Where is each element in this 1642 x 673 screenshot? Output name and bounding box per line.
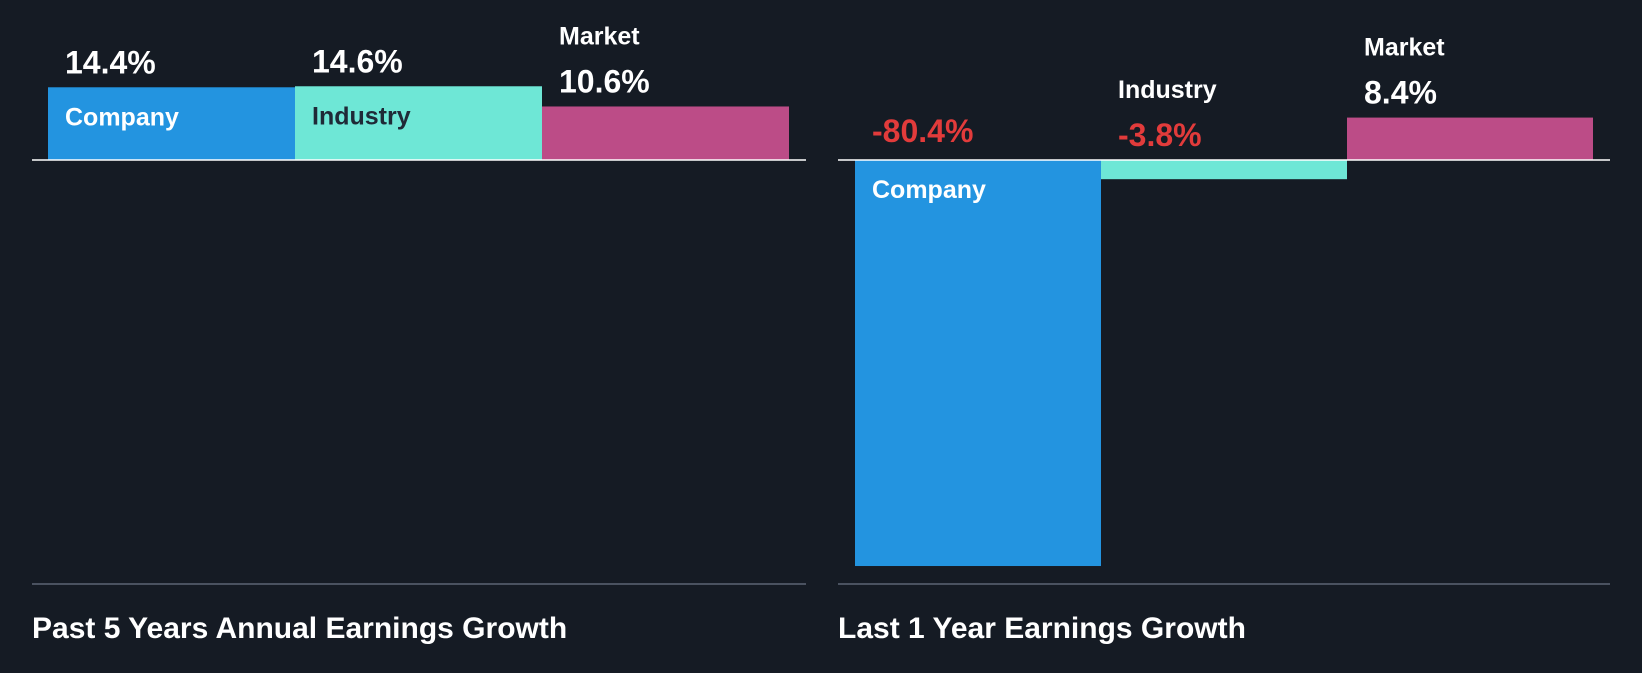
company-bar [855, 160, 1101, 567]
industry-bar [295, 86, 542, 160]
panel-bars: Company -80.4% Industry -3.8% Market 8.4% [855, 34, 1593, 567]
industry-bar [1101, 160, 1347, 180]
last-1-year-panel: Company -80.4% Industry -3.8% Market 8.4% Last… [838, 34, 1610, 645]
market-bar [1347, 117, 1593, 160]
chart-title: Last 1 Year Earnings Growth [838, 612, 1246, 645]
company-label: Company [65, 103, 179, 131]
market-bar [542, 106, 789, 160]
market-value-label: 10.6% [559, 63, 650, 99]
company-bar [48, 87, 295, 160]
chart-title: Past 5 Years Annual Earnings Growth [32, 612, 567, 645]
panel-bars: Company 14.4% Industry 14.6% Market 10.6% [48, 22, 789, 160]
industry-label: Industry [1118, 76, 1217, 104]
company-value-label: -80.4% [872, 113, 973, 149]
industry-label: Industry [312, 102, 411, 130]
company-value-label: 14.4% [65, 44, 156, 80]
past-5-years-panel: Company 14.4% Industry 14.6% Market 10.6% Past… [32, 22, 806, 645]
company-label: Company [872, 176, 986, 204]
market-label: Market [559, 22, 640, 50]
market-label: Market [1364, 34, 1445, 62]
industry-value-label: 14.6% [312, 43, 403, 79]
industry-value-label: -3.8% [1118, 117, 1202, 153]
market-value-label: 8.4% [1364, 75, 1437, 111]
